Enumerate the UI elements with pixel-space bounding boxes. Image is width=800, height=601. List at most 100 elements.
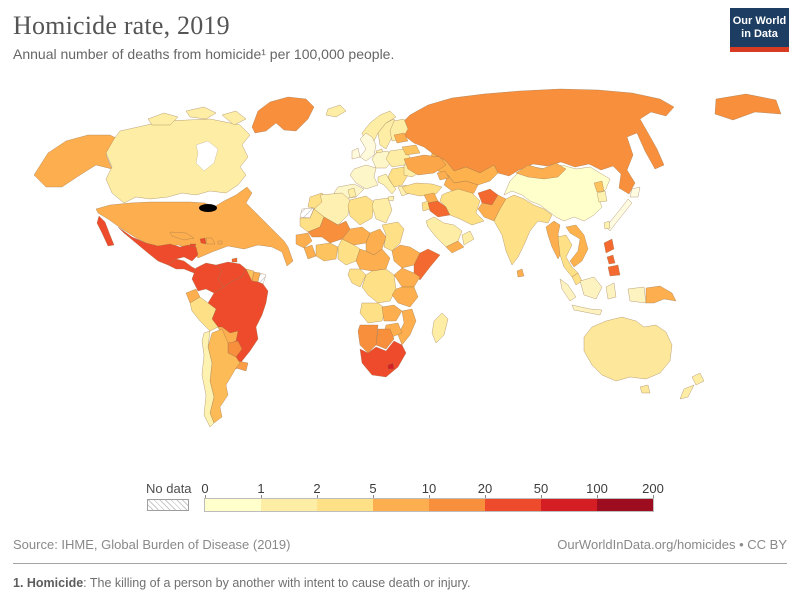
region-oman[interactable] xyxy=(461,230,475,246)
region-canada-arctic-2[interactable] xyxy=(185,106,217,120)
region-philippines-luzon[interactable] xyxy=(603,238,615,254)
footnote: 1. Homicide: The killing of a person by … xyxy=(13,576,470,590)
region-iran[interactable] xyxy=(439,188,485,226)
region-belarus[interactable] xyxy=(401,144,421,156)
region-jamaica[interactable] xyxy=(189,243,197,248)
region-mozambique[interactable] xyxy=(397,308,417,346)
region-ireland[interactable] xyxy=(351,147,361,160)
region-india[interactable] xyxy=(493,194,553,266)
legend-segment[interactable] xyxy=(485,499,541,511)
region-trinidad-tobago[interactable] xyxy=(231,257,238,263)
region-zambia[interactable] xyxy=(381,304,403,322)
legend-segment[interactable] xyxy=(373,499,429,511)
region-drc[interactable] xyxy=(361,268,397,304)
region-sierra-leone-liberia[interactable] xyxy=(303,244,317,260)
region-indonesia-java[interactable] xyxy=(571,304,603,316)
region-australia[interactable] xyxy=(583,316,673,382)
region-indonesia-sumatra[interactable] xyxy=(559,278,577,302)
footer-divider xyxy=(13,563,787,564)
region-south-korea[interactable] xyxy=(596,190,608,203)
region-botswana[interactable] xyxy=(375,328,395,350)
legend-tick-mark xyxy=(429,495,430,499)
region-tanzania[interactable] xyxy=(391,286,419,308)
legend-tick-mark xyxy=(485,495,486,499)
region-central-asia[interactable] xyxy=(443,174,479,198)
legend-segment[interactable] xyxy=(317,499,373,511)
region-indonesia-sulawesi[interactable] xyxy=(605,282,617,300)
region-canada-arctic-3[interactable] xyxy=(221,110,247,126)
region-dominican-republic[interactable] xyxy=(205,237,216,245)
region-chukotka[interactable] xyxy=(714,93,782,121)
region-cameroon-car[interactable] xyxy=(355,248,391,272)
region-mongolia[interactable] xyxy=(515,162,567,180)
owid-logo-line2: in Data xyxy=(741,27,778,40)
region-sudan[interactable] xyxy=(381,221,405,252)
region-saudi-arabia[interactable] xyxy=(425,216,463,248)
region-caucasus[interactable] xyxy=(436,170,450,181)
legend-tick-mark xyxy=(653,495,654,499)
region-philippines-visayas[interactable] xyxy=(606,254,616,265)
region-thailand[interactable] xyxy=(557,234,579,278)
legend-segment[interactable] xyxy=(205,499,261,511)
region-papua-new-guinea[interactable] xyxy=(645,285,677,304)
region-angola[interactable] xyxy=(359,302,387,324)
region-congo-gabon[interactable] xyxy=(347,268,367,288)
region-germany[interactable] xyxy=(371,150,393,169)
region-italy[interactable] xyxy=(377,173,397,195)
region-tasmania[interactable] xyxy=(639,384,651,394)
region-peru[interactable] xyxy=(189,296,219,332)
region-cuba[interactable] xyxy=(169,231,195,241)
region-puerto-rico[interactable] xyxy=(217,240,223,245)
region-baltics[interactable] xyxy=(393,132,409,144)
region-indonesia-papua[interactable] xyxy=(627,286,647,304)
region-senegal-guinea[interactable] xyxy=(295,232,313,249)
legend-tick-mark xyxy=(541,495,542,499)
hudson-bay xyxy=(195,140,219,172)
region-united-kingdom[interactable] xyxy=(359,132,377,162)
region-chile[interactable] xyxy=(201,330,215,428)
region-ukraine[interactable] xyxy=(403,154,447,176)
region-greenland[interactable] xyxy=(251,96,315,134)
region-indochina[interactable] xyxy=(565,224,589,268)
region-taiwan[interactable] xyxy=(603,220,611,230)
owid-logo[interactable]: Our World in Data xyxy=(730,8,789,52)
legend-no-data-label: No data xyxy=(146,481,192,496)
legend-segment[interactable] xyxy=(261,499,317,511)
region-new-zealand-north[interactable] xyxy=(691,372,705,386)
legend-tick-label: 5 xyxy=(369,481,377,496)
legend-color-bar[interactable] xyxy=(204,498,654,512)
region-mexico[interactable] xyxy=(117,226,199,266)
region-japan-honshu[interactable] xyxy=(605,198,633,232)
region-turkey[interactable] xyxy=(401,182,443,197)
attribution-link[interactable]: OurWorldInData.org/homicides • CC BY xyxy=(557,537,787,552)
region-yemen[interactable] xyxy=(445,240,465,254)
legend-segment[interactable] xyxy=(597,499,653,511)
legend-segment[interactable] xyxy=(429,499,485,511)
region-france[interactable] xyxy=(349,164,379,190)
region-south-africa[interactable] xyxy=(359,340,407,378)
region-libya[interactable] xyxy=(347,195,375,226)
region-madagascar[interactable] xyxy=(431,312,449,344)
region-japan-hokkaido[interactable] xyxy=(629,186,641,198)
region-lesotho[interactable] xyxy=(387,362,395,370)
legend-tick-labels: 0 1 2 5 10 20 50 100 200 xyxy=(201,481,664,499)
region-indonesia-borneo[interactable] xyxy=(579,276,603,300)
region-baja-california[interactable] xyxy=(96,215,115,247)
region-canada-arctic-1[interactable] xyxy=(147,112,179,126)
region-iceland[interactable] xyxy=(325,104,347,118)
legend-tick-label: 10 xyxy=(421,481,437,496)
legend-tick-label: 2 xyxy=(313,481,321,496)
region-tunisia[interactable] xyxy=(347,187,357,199)
region-sri-lanka[interactable] xyxy=(516,268,525,278)
region-canada[interactable] xyxy=(105,118,251,204)
region-ivory-coast-ghana[interactable] xyxy=(315,242,339,262)
region-new-zealand-south[interactable] xyxy=(679,384,695,400)
world-choropleth-map xyxy=(0,75,800,475)
legend-segment[interactable] xyxy=(541,499,597,511)
legend-no-data-swatch[interactable] xyxy=(147,499,189,511)
region-egypt[interactable] xyxy=(371,197,393,224)
page-subtitle: Annual number of deaths from homicide¹ p… xyxy=(13,46,395,62)
region-haiti[interactable] xyxy=(199,237,207,245)
region-philippines-mindanao[interactable] xyxy=(607,264,621,277)
